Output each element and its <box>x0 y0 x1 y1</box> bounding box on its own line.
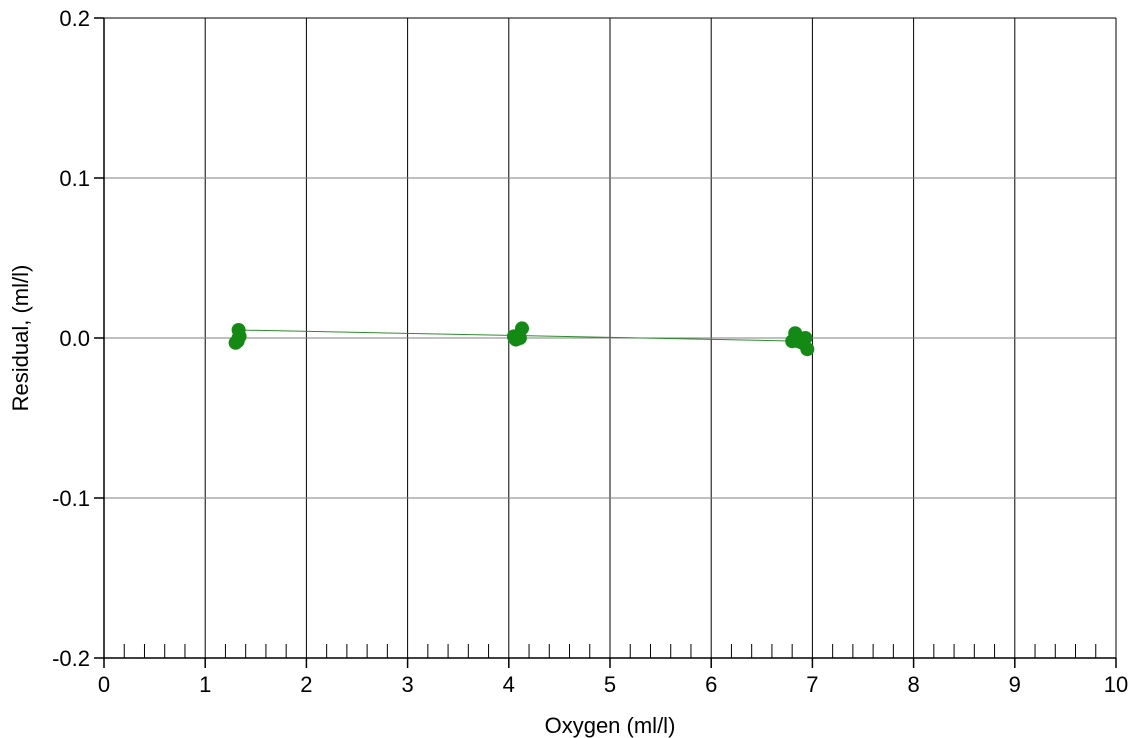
y-tick-label: -0.2 <box>52 646 90 671</box>
y-tick-labels: -0.2 -0.1 0.0 0.1 0.2 <box>52 6 90 671</box>
x-tick-label: 9 <box>1009 672 1021 697</box>
x-tick-label: 4 <box>503 672 515 697</box>
y-tick-label: 0.1 <box>59 166 90 191</box>
data-point <box>515 321 529 336</box>
y-tick-label: 0.0 <box>59 326 90 351</box>
data-points <box>228 321 815 357</box>
x-tick-label: 10 <box>1104 672 1128 697</box>
x-tick-label: 7 <box>806 672 818 697</box>
x-tick-labels: 0 1 2 3 4 5 6 7 8 9 10 <box>98 672 1128 697</box>
y-tick-label: 0.2 <box>59 6 90 31</box>
y-tick-label: -0.1 <box>52 486 90 511</box>
axes <box>94 17 1117 668</box>
data-point <box>231 323 246 337</box>
x-tick-label: 6 <box>705 672 717 697</box>
x-tick-label: 0 <box>98 672 110 697</box>
x-tick-label: 3 <box>401 672 413 697</box>
data-point <box>800 342 815 357</box>
x-tick-label: 5 <box>604 672 616 697</box>
grid <box>104 18 1116 658</box>
x-tick-label: 1 <box>199 672 211 697</box>
x-axis-title: Oxygen (ml/l) <box>545 713 676 738</box>
x-tick-label: 2 <box>300 672 312 697</box>
minor-ticks <box>123 644 1097 658</box>
y-axis-title: Residual, (ml/l) <box>8 265 33 412</box>
data-point <box>798 331 813 345</box>
x-tick-label: 8 <box>907 672 919 697</box>
